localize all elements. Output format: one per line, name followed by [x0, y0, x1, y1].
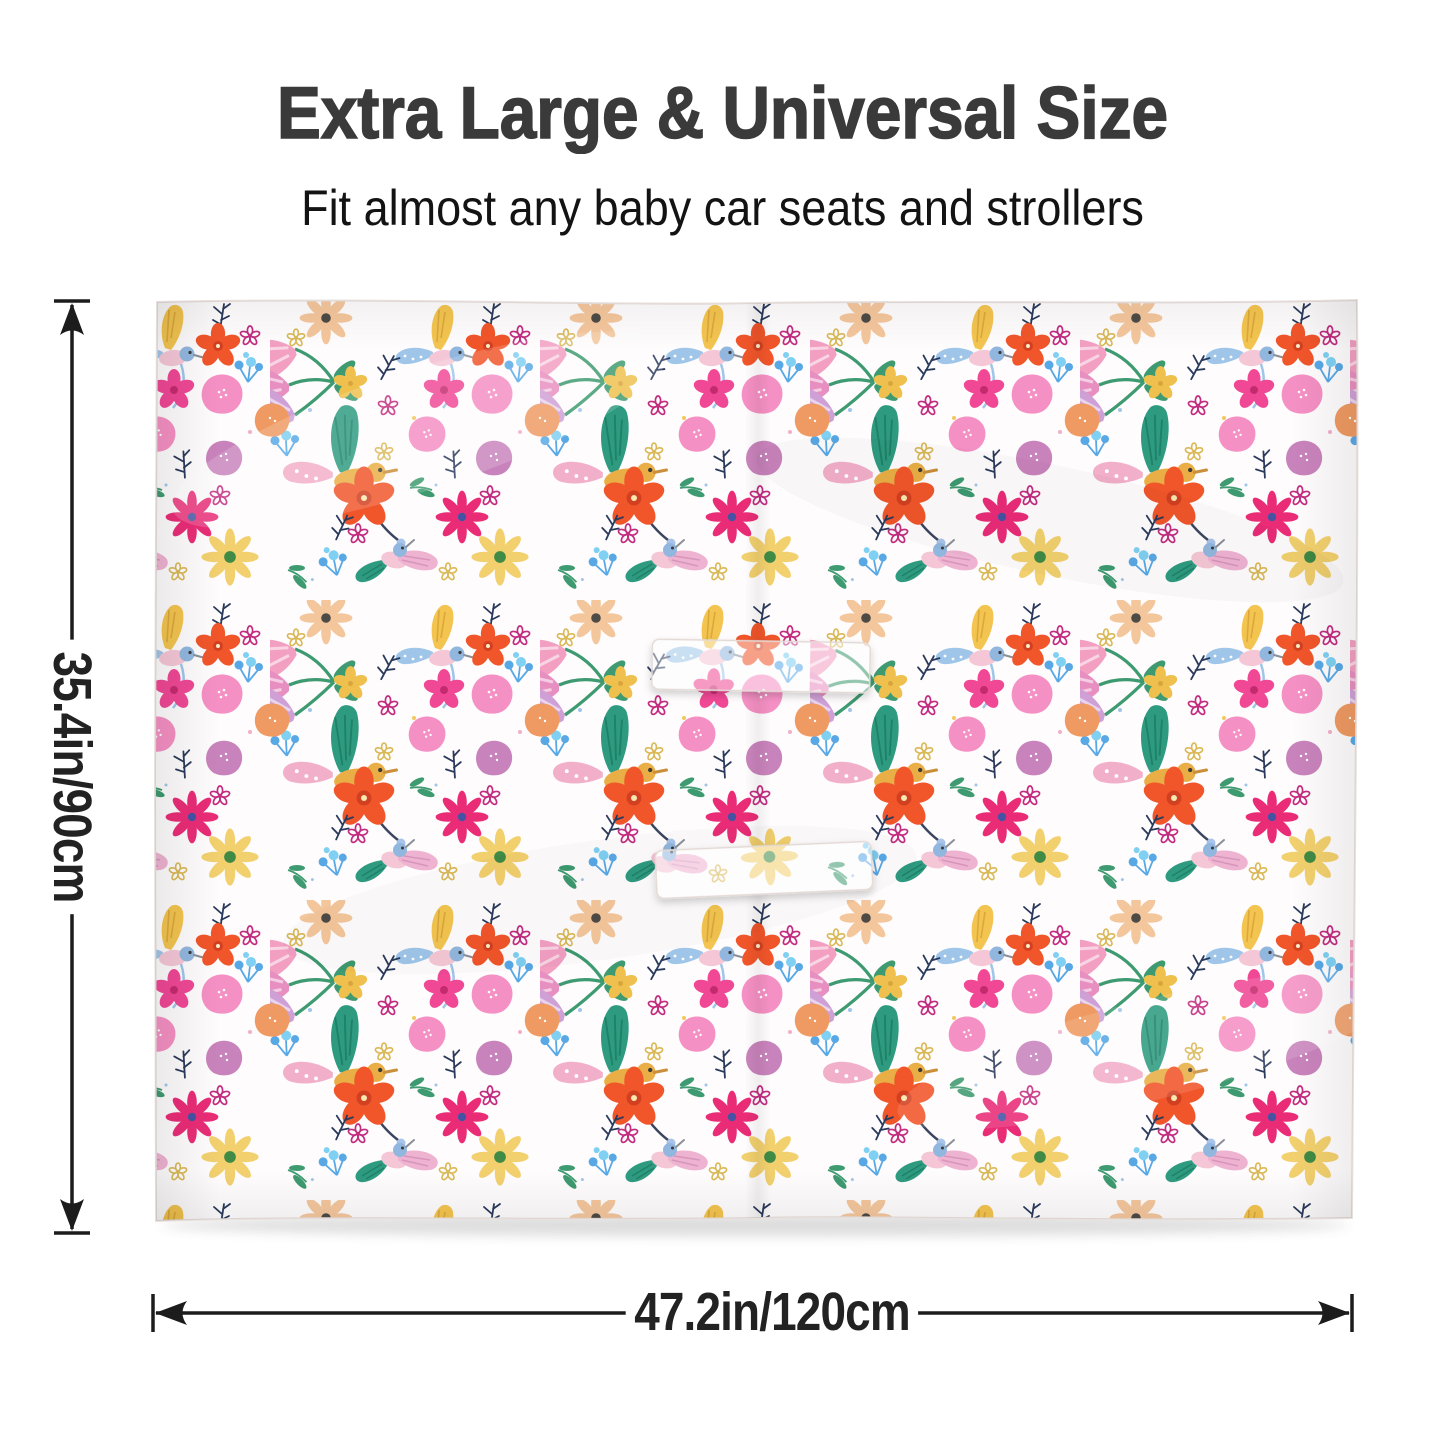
page-title: Extra Large & Universal Size — [276, 72, 1168, 154]
fabric-shading — [154, 300, 1358, 1221]
width-arrowhead-left-icon — [155, 1301, 187, 1325]
fabric-swatch — [153, 298, 1359, 1223]
height-arrowhead-up-icon — [60, 303, 84, 335]
width-arrowhead-right-icon — [1318, 1301, 1350, 1325]
height-dimension-label: 35.4in/90cm — [41, 639, 103, 915]
page-subtitle: Fit almost any baby car seats and stroll… — [301, 180, 1144, 236]
width-dimension-label: 47.2in/120cm — [625, 1281, 919, 1343]
strap-bottom — [654, 840, 874, 900]
height-arrowhead-down-icon — [60, 1199, 84, 1231]
center-seam — [745, 300, 771, 1220]
strap-top — [650, 638, 872, 694]
